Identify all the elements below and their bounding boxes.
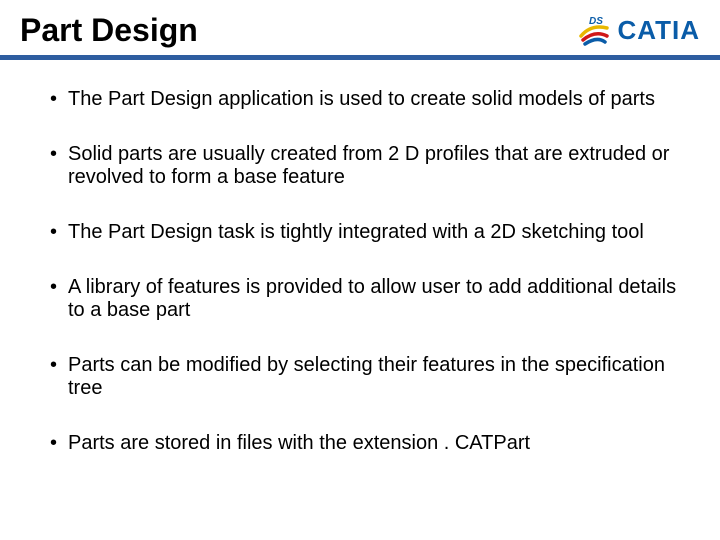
bullet-text: Parts are stored in files with the exten… <box>68 432 680 455</box>
bullet-marker: • <box>50 143 68 166</box>
bullet-marker: • <box>50 354 68 377</box>
bullet-item: • A library of features is provided to a… <box>50 276 680 322</box>
catia-logo-text: CATIA <box>617 15 700 46</box>
bullet-item: • The Part Design task is tightly integr… <box>50 221 680 244</box>
bullet-text: Parts can be modified by selecting their… <box>68 354 680 400</box>
bullet-item: • The Part Design application is used to… <box>50 88 680 111</box>
bullet-text: A library of features is provided to all… <box>68 276 680 322</box>
ds-text: DS <box>589 16 603 27</box>
bullet-item: • Parts are stored in files with the ext… <box>50 432 680 455</box>
bullet-marker: • <box>50 276 68 299</box>
slide-header: Part Design DS CATIA <box>0 0 720 55</box>
bullet-marker: • <box>50 88 68 111</box>
bullet-text: Solid parts are usually created from 2 D… <box>68 143 680 189</box>
slide-title: Part Design <box>20 12 198 49</box>
bullet-text: The Part Design task is tightly integrat… <box>68 221 680 244</box>
bullet-item: • Parts can be modified by selecting the… <box>50 354 680 400</box>
bullet-item: • Solid parts are usually created from 2… <box>50 143 680 189</box>
bullet-marker: • <box>50 221 68 244</box>
ds-logo-mark: DS <box>577 14 611 48</box>
catia-logo: DS CATIA <box>577 14 700 48</box>
bullet-marker: • <box>50 432 68 455</box>
slide-content: • The Part Design application is used to… <box>0 60 720 497</box>
bullet-text: The Part Design application is used to c… <box>68 88 680 111</box>
